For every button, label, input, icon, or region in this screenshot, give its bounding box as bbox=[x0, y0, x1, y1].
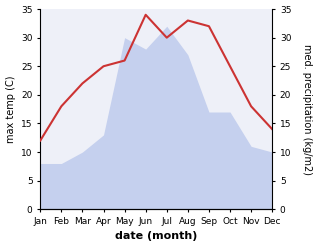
Y-axis label: med. precipitation (kg/m2): med. precipitation (kg/m2) bbox=[302, 44, 313, 175]
X-axis label: date (month): date (month) bbox=[115, 231, 197, 242]
Y-axis label: max temp (C): max temp (C) bbox=[5, 75, 16, 143]
